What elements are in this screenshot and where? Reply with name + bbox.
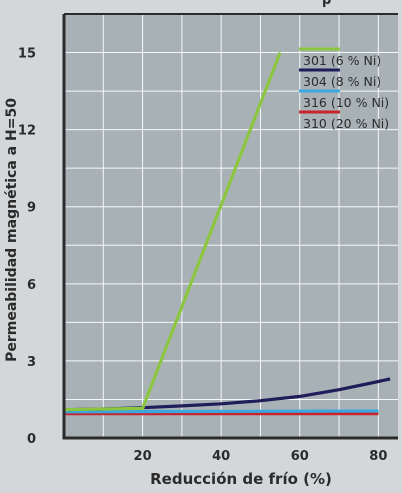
legend-label: 301 (6 % Ni)	[303, 53, 381, 68]
plot-area	[64, 14, 398, 438]
chart-title: p	[322, 0, 331, 8]
x-tick-label: 20	[134, 449, 152, 464]
series-line-1	[63, 51, 282, 412]
x-axis-label: Reducción de frío (%)	[150, 470, 332, 488]
y-tick-label: 3	[27, 355, 36, 370]
series-line-3	[63, 409, 379, 414]
y-tick-label: 9	[27, 201, 36, 216]
y-tick-label: 15	[18, 47, 36, 62]
plot-frame	[62, 14, 398, 440]
x-tick-label: 80	[369, 449, 387, 464]
y-tick-labels: 0 3 6 9 12 15	[18, 47, 36, 447]
legend-label: 304 (8 % Ni)	[303, 74, 381, 89]
y-tick-label: 12	[18, 124, 36, 139]
x-tick-label: 40	[212, 449, 230, 464]
legend: 301 (6 % Ni) 304 (8 % Ni) 316 (10 % Ni) 310…	[299, 47, 389, 131]
grid	[64, 13, 398, 438]
y-axis-label: Permeabilidad magnética a H=50	[4, 98, 20, 362]
y-tick-label: 6	[27, 278, 36, 293]
legend-label: 310 (20 % Ni)	[303, 116, 389, 131]
x-tick-label: 60	[291, 449, 309, 464]
series-layer	[63, 51, 391, 416]
x-tick-labels: 20 40 60 80	[134, 449, 388, 464]
legend-label: 316 (10 % Ni)	[303, 95, 389, 110]
y-tick-label: 0	[27, 432, 36, 447]
